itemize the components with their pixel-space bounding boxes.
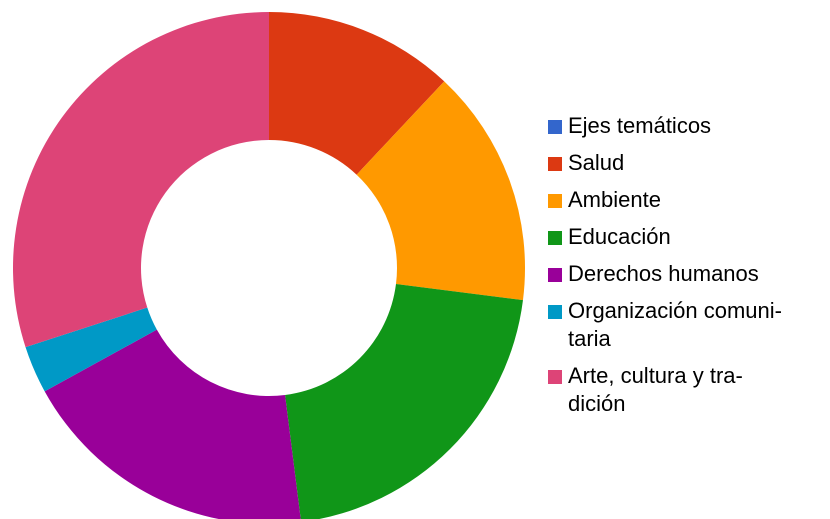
legend-swatch: [548, 231, 562, 245]
legend-label: Ejes temáticos: [568, 113, 712, 138]
legend-item: Ejes temáticos: [548, 112, 828, 140]
legend-swatch: [548, 157, 562, 171]
legend-item: Arte, cultura y tra-dición: [548, 362, 828, 418]
legend: Ejes temáticos Salud Ambiente Educación Dere…: [548, 112, 828, 427]
legend-swatch: [548, 370, 562, 384]
slice-3: [356, 81, 526, 301]
legend-label: Educación: [568, 224, 671, 249]
slice-4: [285, 284, 523, 519]
slice-2: [269, 12, 445, 175]
legend-swatch: [548, 268, 562, 282]
legend-swatch: [548, 194, 562, 208]
legend-item: Ambiente: [548, 186, 828, 214]
slice-6: [25, 307, 157, 392]
legend-label: taria: [568, 326, 611, 351]
legend-label: Salud: [568, 150, 625, 175]
legend-label: Arte, cultura y tra-: [568, 363, 743, 388]
legend-label: Ambiente: [568, 187, 661, 212]
legend-label: Derechos humanos: [568, 261, 759, 286]
legend-swatch: [548, 305, 562, 319]
legend-item: Salud: [548, 149, 828, 177]
legend-item: Organización comuni-taria: [548, 297, 828, 353]
legend-item: Educación: [548, 223, 828, 251]
slice-5: [44, 329, 301, 519]
donut-chart: [12, 12, 526, 519]
legend-label: dición: [568, 391, 626, 416]
legend-label: Organización comuni-: [568, 298, 782, 323]
legend-swatch: [548, 120, 562, 134]
slice-7: [12, 12, 270, 348]
legend-item: Derechos humanos: [548, 260, 828, 288]
